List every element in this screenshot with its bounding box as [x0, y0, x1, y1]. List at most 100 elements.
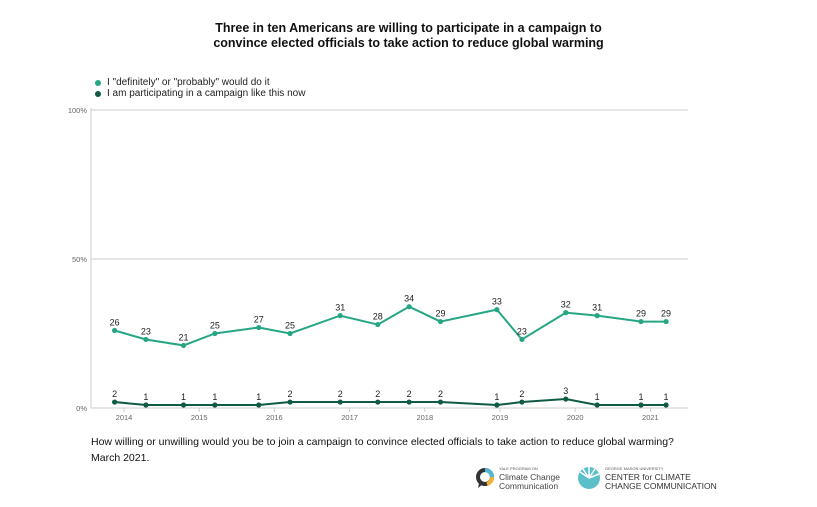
data-label: 34 — [404, 294, 414, 304]
data-label: 29 — [435, 309, 445, 319]
data-label: 1 — [494, 392, 499, 402]
data-label: 2 — [519, 389, 524, 399]
gmu-logo: GEORGE MASON UNIVERSITY CENTER for CLIMAT… — [577, 464, 725, 491]
gmu-small-text: GEORGE MASON UNIVERSITY — [605, 466, 664, 471]
title-line-1: Three in ten Americans are willing to pa… — [215, 21, 602, 35]
data-label: 27 — [254, 315, 264, 325]
legend-item-willing: I "definitely" or "probably" would do it — [95, 77, 305, 88]
data-point — [287, 399, 293, 405]
data-point — [112, 399, 118, 405]
data-label: 2 — [407, 389, 412, 399]
data-point — [663, 318, 669, 325]
x-tick-label: 2014 — [116, 413, 133, 422]
data-label: 29 — [636, 309, 646, 319]
data-point — [494, 307, 500, 313]
data-label: 33 — [492, 297, 502, 307]
data-label: 2 — [288, 389, 293, 399]
data-point — [180, 342, 187, 349]
data-point — [594, 313, 600, 319]
survey-date: March 2021. — [91, 452, 150, 464]
data-point — [143, 336, 149, 343]
data-label: 1 — [256, 392, 261, 402]
data-point — [494, 402, 500, 408]
data-point — [638, 318, 644, 325]
data-label: 1 — [664, 392, 669, 402]
legend: I "definitely" or "probably" would do it… — [95, 77, 305, 99]
data-label: 1 — [212, 392, 217, 402]
data-point — [663, 402, 669, 408]
x-tick-label: 2021 — [642, 413, 659, 422]
data-label: 2 — [438, 389, 443, 399]
data-point — [212, 402, 218, 408]
yale-main-text: Climate Change Communication — [499, 472, 560, 491]
gmu-main-text: CENTER for CLIMATE CHANGE COMMUNICATION — [605, 472, 717, 491]
x-tick-label: 2017 — [341, 413, 358, 422]
series-line-1 — [114, 398, 667, 407]
x-tick-label: 2019 — [492, 413, 509, 422]
x-tick-label: 2020 — [567, 413, 584, 422]
title-line-2: convince elected officials to take actio… — [213, 36, 604, 50]
data-point — [143, 402, 149, 408]
data-label: 2 — [112, 389, 117, 399]
data-label: 28 — [373, 312, 383, 322]
gmu-logo-icon — [578, 466, 600, 489]
chart-title: Three in ten Americans are willing to pa… — [0, 21, 817, 51]
data-label: 2 — [375, 389, 380, 399]
y-tick-label: 0% — [76, 404, 87, 413]
data-point — [437, 318, 444, 325]
data-point — [519, 336, 525, 343]
footer-note: How willing or unwilling would you be to… — [91, 434, 674, 466]
data-label: 32 — [561, 300, 571, 310]
x-tick-label: 2018 — [416, 413, 433, 422]
data-label: 2 — [338, 389, 343, 399]
yale-small-text: YALE PROGRAM ON — [499, 466, 538, 471]
data-point — [337, 313, 343, 319]
yale-logo: YALE PROGRAM ON Climate Change Communicat… — [475, 464, 561, 491]
data-point — [375, 399, 381, 405]
data-point — [519, 399, 525, 405]
data-label: 31 — [335, 303, 345, 313]
y-tick-label: 50% — [72, 255, 87, 264]
legend-label: I am participating in a campaign like th… — [107, 88, 306, 99]
data-point — [212, 330, 218, 337]
data-point — [375, 321, 381, 328]
data-point — [563, 310, 569, 316]
legend-dot-icon — [95, 79, 101, 86]
x-tick-label: 2016 — [266, 413, 283, 422]
data-point — [638, 402, 644, 408]
data-point — [256, 324, 262, 331]
data-point — [563, 396, 569, 402]
series-line-0 — [114, 305, 667, 347]
data-label: 1 — [638, 392, 643, 402]
x-tick-label: 2015 — [191, 413, 208, 422]
data-point — [112, 327, 118, 334]
data-label: 31 — [592, 303, 602, 313]
data-label: 1 — [143, 392, 148, 402]
data-point — [256, 402, 262, 408]
data-label: 29 — [661, 309, 671, 319]
data-label: 25 — [285, 321, 295, 331]
survey-question: How willing or unwilling would you be to… — [91, 436, 674, 448]
data-point — [406, 399, 412, 405]
legend-dot-icon — [95, 90, 101, 97]
data-label: 1 — [181, 392, 186, 402]
data-point — [406, 304, 412, 310]
data-label: 26 — [110, 318, 120, 328]
data-point — [337, 399, 343, 405]
data-point — [594, 402, 600, 408]
data-point — [287, 330, 293, 337]
data-point — [180, 402, 187, 408]
data-label: 25 — [210, 321, 220, 331]
data-point — [437, 399, 444, 405]
data-label: 21 — [179, 332, 189, 342]
legend-label: I "definitely" or "probably" would do it — [107, 77, 270, 88]
y-tick-label: 100% — [68, 106, 88, 115]
data-label: 1 — [595, 392, 600, 402]
yale-logo-icon — [476, 467, 494, 488]
data-label: 3 — [563, 386, 568, 396]
data-label: 23 — [517, 326, 527, 336]
data-label: 23 — [141, 326, 151, 336]
logos: YALE PROGRAM ON Climate Change Communicat… — [475, 464, 725, 491]
